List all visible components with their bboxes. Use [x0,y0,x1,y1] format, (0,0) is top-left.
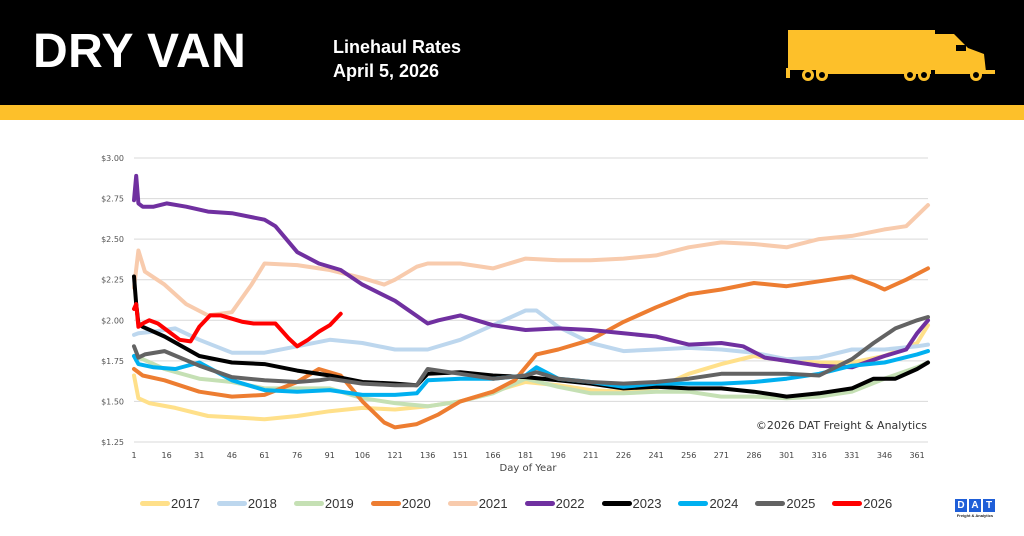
legend-item-2020: 2020 [370,496,431,511]
legend-swatch [370,501,401,506]
x-tick-label: 61 [259,451,269,460]
y-tick-label: $2.00 [101,316,124,325]
x-tick-label: 226 [616,451,631,460]
y-tick-label: $2.50 [101,235,124,244]
page-subtitle: Linehaul Rates April 5, 2026 [333,35,461,83]
x-tick-label: 91 [325,451,335,460]
legend-item-2023: 2023 [601,496,662,511]
x-tick-label: 1 [131,451,136,460]
x-axis-label: Day of Year [500,463,558,474]
x-tick-label: 31 [194,451,204,460]
gridlines [134,157,928,443]
legend-label: 2026 [863,496,893,511]
x-tick-label: 76 [292,451,302,460]
legend-label: 2019 [324,496,354,511]
series-line-2025 [132,315,930,388]
x-tick-label: 46 [227,451,237,460]
logo-tagline: Freight & Analytics [956,513,994,518]
dat-logo: D A T Freight & Analytics [955,499,995,518]
legend-item-2024: 2024 [678,496,738,511]
legend-item-2019: 2019 [293,496,354,511]
x-tick-label: 286 [746,451,761,460]
x-tick-label: 166 [485,451,500,460]
legend-label: 2023 [632,496,662,511]
x-tick-label: 211 [583,451,598,460]
legend-item-2021: 2021 [447,496,508,511]
x-tick-label: 316 [812,451,827,460]
copyright-annotation: ©2026 DAT Freight & Analytics [756,419,927,432]
legend-swatch [140,501,170,506]
x-tick-label: 121 [387,451,402,460]
x-tick-label: 256 [681,451,696,460]
legend-label: 2021 [478,496,508,511]
x-tick-label: 331 [844,451,859,460]
x-tick-label: 271 [714,451,729,460]
legend-swatch [601,501,632,506]
legend-label: 2018 [247,496,277,511]
logo-letter: T [983,499,995,512]
x-axis-ticks: 1 16 31 46 61 76 91 106 121 136 151 166 181 196 211 226… [131,451,924,460]
x-tick-label: 16 [162,451,172,460]
legend-swatch [755,501,786,506]
legend-label: 2024 [709,496,739,511]
header-banner: DRY VAN Linehaul Rates April 5, 2026 [0,0,1024,105]
series-line-2022 [132,173,930,370]
series-line-2026 [132,302,343,349]
y-tick-label: $2.25 [101,276,124,285]
series-line-2021 [132,203,930,318]
legend-item-2025: 2025 [755,496,815,511]
series-lines [132,173,930,430]
x-tick-label: 151 [453,451,468,460]
semi-truck-icon [786,30,995,81]
legend-swatch [524,501,555,506]
legend-label: 2017 [171,496,200,511]
x-tick-label: 241 [648,451,663,460]
x-tick-label: 301 [779,451,794,460]
legend-swatch [447,501,478,506]
legend-swatch [678,501,709,506]
logo-letter: A [969,499,981,512]
subtitle-metric: Linehaul Rates [333,37,462,57]
legend-swatch [293,501,324,506]
logo-letter: D [955,499,967,512]
x-tick-label: 181 [518,451,533,460]
y-axis-ticks: $3.00 $2.75 $2.50 $2.25 $2.00 $1.75 $1.50 $1.25 [101,154,124,447]
legend-swatch [216,501,247,506]
x-tick-label: 346 [877,451,892,460]
legend-label: 2022 [555,496,585,511]
accent-stripe [0,105,1024,120]
chart-legend: 2017 2018 2019 2020 2021 2022 2023 2024 2025 2026 [140,496,909,511]
legend-label: 2020 [401,496,431,511]
x-tick-label: 361 [909,451,924,460]
series-line-2020 [132,266,930,430]
series-line-2018 [132,308,930,362]
line-chart: $3.00 $2.75 $2.50 $2.25 $2.00 $1.75 $1.50 $1.25… [101,154,930,474]
y-tick-label: $1.75 [101,357,124,366]
legend-item-2017: 2017 [140,496,200,511]
page-title: DRY VAN [33,25,247,78]
y-tick-label: $1.25 [101,438,124,447]
legend-label: 2025 [786,496,816,511]
subtitle-date: April 5, 2026 [333,61,440,81]
legend-item-2026: 2026 [832,496,892,511]
x-tick-label: 106 [355,451,370,460]
legend-item-2018: 2018 [216,496,277,511]
y-tick-label: $2.75 [101,195,124,204]
legend-swatch [832,501,863,506]
x-tick-label: 136 [420,451,435,460]
x-tick-label: 196 [551,451,566,460]
y-tick-label: $1.50 [101,397,124,406]
y-tick-label: $3.00 [101,154,124,163]
legend-item-2022: 2022 [524,496,585,511]
